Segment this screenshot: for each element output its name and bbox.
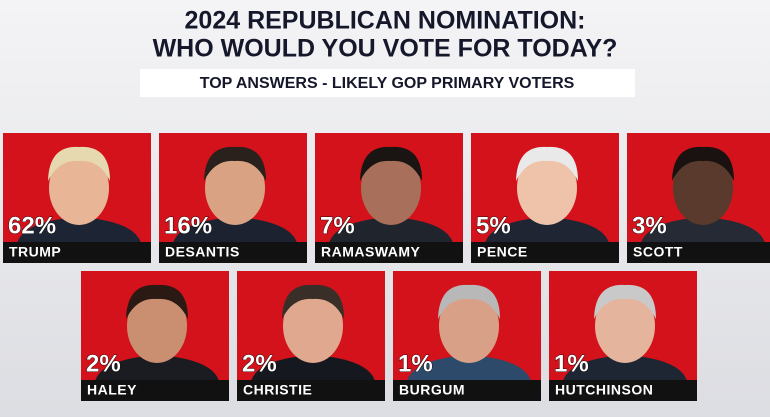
portrait-body bbox=[641, 217, 765, 243]
subtitle: TOP ANSWERS - LIKELY GOP PRIMARY VOTERS bbox=[200, 75, 575, 92]
candidate-name: TRUMP bbox=[9, 244, 61, 260]
portrait-body bbox=[485, 217, 609, 243]
portrait-face bbox=[595, 289, 655, 363]
percentage: 2% bbox=[242, 350, 277, 377]
portrait-body bbox=[251, 355, 375, 381]
portrait-face bbox=[439, 289, 499, 363]
percentage: 1% bbox=[554, 350, 589, 377]
candidate-name: DESANTIS bbox=[165, 244, 240, 260]
title-line: WHO WOULD YOU VOTE FOR TODAY? bbox=[153, 35, 618, 63]
portrait-face bbox=[517, 151, 577, 225]
portrait-body bbox=[95, 355, 219, 381]
portrait-hair bbox=[516, 146, 578, 181]
portrait-body bbox=[173, 217, 297, 243]
portrait-face bbox=[361, 151, 421, 225]
portrait-hair bbox=[672, 146, 734, 181]
name-bar bbox=[81, 380, 229, 401]
name-bar bbox=[3, 242, 151, 263]
portrait-body bbox=[17, 217, 141, 243]
name-bar bbox=[159, 242, 307, 263]
candidate-name: RAMASWAMY bbox=[321, 244, 421, 260]
name-bar bbox=[237, 380, 385, 401]
portrait-face bbox=[673, 151, 733, 225]
portrait-hair bbox=[48, 146, 110, 181]
percentage: 3% bbox=[632, 212, 667, 239]
title-line: 2024 REPUBLICAN NOMINATION: bbox=[185, 7, 586, 35]
portrait-hair bbox=[360, 146, 422, 181]
portrait-hair bbox=[282, 284, 344, 319]
candidate-name: HALEY bbox=[87, 382, 137, 398]
percentage: 5% bbox=[476, 212, 511, 239]
portrait-body bbox=[407, 355, 531, 381]
name-bar bbox=[627, 242, 770, 263]
name-bar bbox=[315, 242, 463, 263]
percentage: 1% bbox=[398, 350, 433, 377]
percentage: 16% bbox=[164, 212, 212, 239]
candidate-name: SCOTT bbox=[633, 244, 683, 260]
percentage: 2% bbox=[86, 350, 121, 377]
portrait-face bbox=[283, 289, 343, 363]
portrait-body bbox=[563, 355, 687, 381]
portrait-face bbox=[205, 151, 265, 225]
portrait-face bbox=[49, 151, 109, 225]
portrait-body bbox=[329, 217, 453, 243]
portrait-hair bbox=[126, 284, 188, 319]
candidate-name: HUTCHINSON bbox=[555, 382, 653, 398]
portrait-hair bbox=[594, 284, 656, 319]
percentage: 7% bbox=[320, 212, 355, 239]
name-bar bbox=[471, 242, 619, 263]
subtitle-box bbox=[140, 69, 635, 97]
candidate-name: BURGUM bbox=[399, 382, 465, 398]
candidate-name: CHRISTIE bbox=[243, 382, 312, 398]
portrait-hair bbox=[438, 284, 500, 319]
portrait-hair bbox=[204, 146, 266, 181]
portrait-face bbox=[127, 289, 187, 363]
name-bar bbox=[393, 380, 541, 401]
percentage: 62% bbox=[8, 212, 56, 239]
candidate-name: PENCE bbox=[477, 244, 528, 260]
name-bar bbox=[549, 380, 697, 401]
